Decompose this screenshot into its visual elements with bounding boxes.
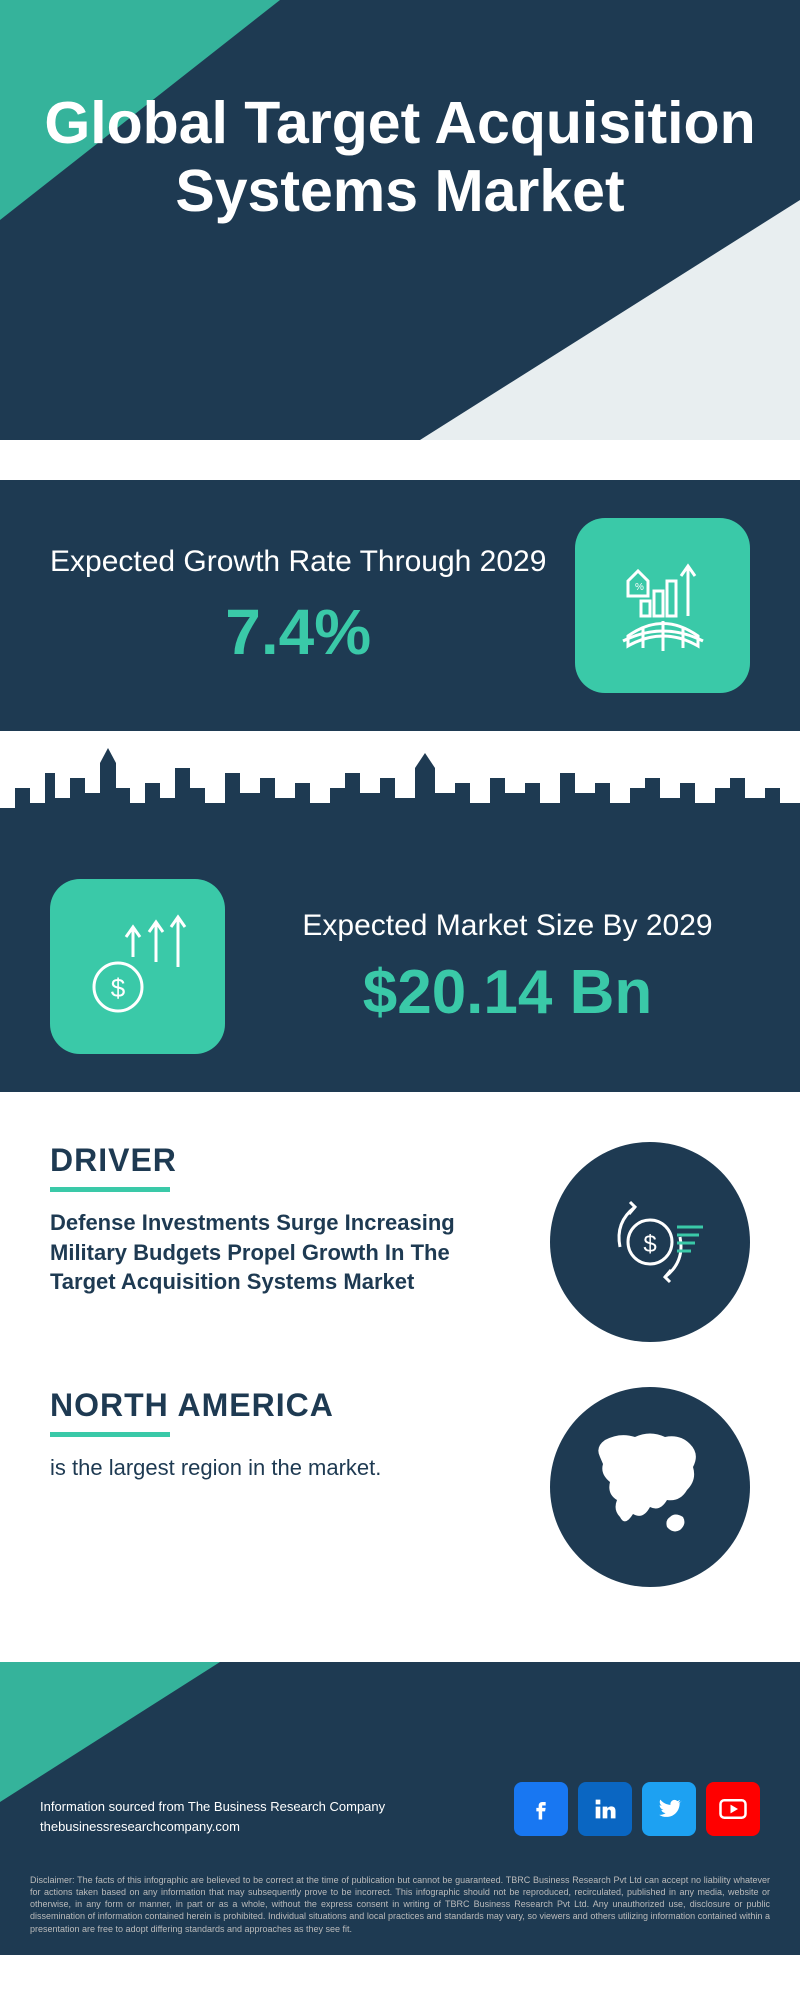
page-title: Global Target Acquisition Systems Market [0, 0, 800, 226]
growth-text: Expected Growth Rate Through 2029 7.4% [50, 542, 546, 669]
footer: Information sourced from The Business Re… [0, 1662, 800, 1862]
facebook-icon[interactable] [514, 1782, 568, 1836]
info-section: DRIVER Defense Investments Surge Increas… [0, 1092, 800, 1662]
hero-triangle-bottom-right [420, 200, 800, 440]
svg-text:%: % [635, 582, 644, 593]
driver-row: DRIVER Defense Investments Surge Increas… [50, 1142, 750, 1342]
disclaimer-text: Disclaimer: The facts of this infographi… [0, 1862, 800, 1955]
money-growth-icon: $ [50, 879, 225, 1054]
size-label: Expected Market Size By 2029 [265, 906, 750, 945]
svg-text:$: $ [643, 1231, 656, 1258]
driver-body: Defense Investments Surge Increasing Mil… [50, 1208, 520, 1297]
region-heading: NORTH AMERICA [50, 1387, 520, 1424]
size-value: $20.14 Bn [265, 957, 750, 1028]
size-text: Expected Market Size By 2029 $20.14 Bn [265, 906, 750, 1028]
underline [50, 1187, 170, 1192]
market-size-block: $ Expected Market Size By 2029 $20.14 Bn [0, 841, 800, 1092]
skyline-divider [0, 731, 800, 841]
twitter-icon[interactable] [642, 1782, 696, 1836]
svg-text:$: $ [110, 973, 125, 1003]
social-links [514, 1782, 760, 1836]
circulation-icon: $ [550, 1142, 750, 1342]
footer-source: Information sourced from The Business Re… [40, 1797, 385, 1836]
growth-chart-icon: % [575, 518, 750, 693]
source-line1: Information sourced from The Business Re… [40, 1797, 385, 1817]
region-row: NORTH AMERICA is the largest region in t… [50, 1387, 750, 1587]
spacer [0, 440, 800, 480]
driver-heading: DRIVER [50, 1142, 520, 1179]
region-text: NORTH AMERICA is the largest region in t… [50, 1387, 520, 1483]
youtube-icon[interactable] [706, 1782, 760, 1836]
hero-section: Global Target Acquisition Systems Market [0, 0, 800, 440]
growth-label: Expected Growth Rate Through 2029 [50, 542, 546, 581]
north-america-icon [550, 1387, 750, 1587]
growth-value: 7.4% [50, 595, 546, 669]
source-line2: thebusinessresearchcompany.com [40, 1817, 385, 1837]
footer-content: Information sourced from The Business Re… [40, 1692, 760, 1836]
driver-text: DRIVER Defense Investments Surge Increas… [50, 1142, 520, 1297]
underline [50, 1432, 170, 1437]
linkedin-icon[interactable] [578, 1782, 632, 1836]
region-body: is the largest region in the market. [50, 1453, 520, 1483]
growth-rate-block: Expected Growth Rate Through 2029 7.4% % [0, 480, 800, 731]
